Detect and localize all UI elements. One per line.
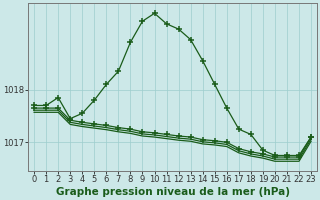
X-axis label: Graphe pression niveau de la mer (hPa): Graphe pression niveau de la mer (hPa): [56, 187, 290, 197]
